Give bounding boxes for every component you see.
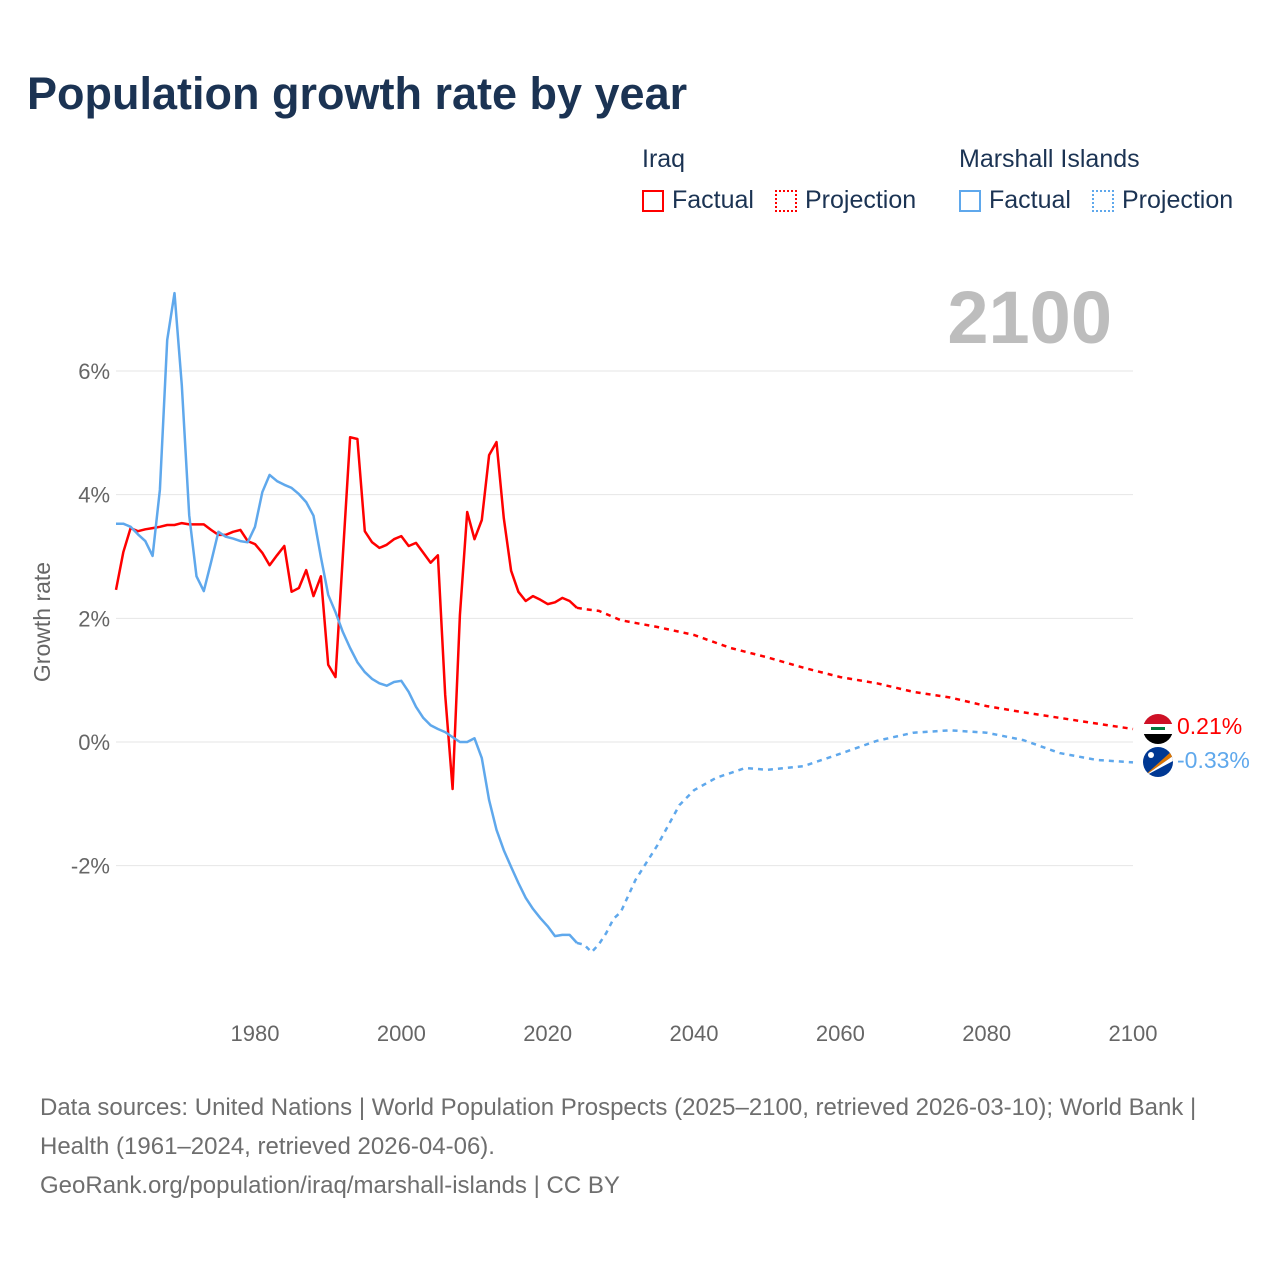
x-tick-label: 1980 bbox=[231, 1021, 280, 1046]
marshall-islands-flag-icon bbox=[1143, 747, 1173, 777]
y-tick-label: 2% bbox=[78, 606, 110, 631]
legend-swatch-dotted bbox=[775, 189, 797, 212]
legend-iraq-projection[interactable]: Projection bbox=[775, 186, 916, 215]
legend-swatch-dotted bbox=[1092, 189, 1114, 212]
legend-label: Projection bbox=[805, 186, 917, 214]
y-axis-title: Growth rate bbox=[29, 562, 55, 682]
y-tick-label: 6% bbox=[78, 359, 110, 384]
x-tick-label: 2100 bbox=[1109, 1021, 1158, 1046]
marshall-end-label: -0.33% bbox=[1177, 747, 1250, 773]
legend-swatch-solid bbox=[642, 189, 664, 212]
y-tick-label: -2% bbox=[71, 854, 110, 879]
footer: Data sources: United Nations | World Pop… bbox=[40, 1088, 1240, 1205]
marshall-islands-projection-line bbox=[576, 729, 1134, 955]
legend-iraq-factual[interactable]: Factual bbox=[642, 186, 754, 215]
y-tick-label: 0% bbox=[78, 730, 110, 755]
current-year-label: 2100 bbox=[947, 276, 1112, 359]
legend-swatch-solid bbox=[959, 189, 981, 212]
x-tick-label: 2020 bbox=[523, 1021, 572, 1046]
legend-marshall-projection[interactable]: Projection bbox=[1092, 186, 1233, 215]
iraq-flag-icon bbox=[1143, 714, 1173, 744]
x-tick-label: 2080 bbox=[962, 1021, 1011, 1046]
data-sources: Data sources: United Nations | World Pop… bbox=[40, 1094, 1197, 1160]
legend-group-iraq: Iraq bbox=[642, 145, 686, 173]
x-tick-label: 2000 bbox=[377, 1021, 426, 1046]
y-tick-label: 4% bbox=[78, 483, 110, 508]
iraq-projection-line bbox=[576, 606, 1134, 731]
marshall-islands-factual-line bbox=[116, 291, 578, 944]
iraq-factual-line bbox=[114, 435, 578, 791]
iraq-end-label: 0.21% bbox=[1177, 713, 1242, 739]
credit-link[interactable]: GeoRank.org/population/iraq/marshall-isl… bbox=[40, 1172, 620, 1199]
legend-label: Projection bbox=[1122, 186, 1234, 214]
x-tick-label: 2040 bbox=[670, 1021, 719, 1046]
x-tick-label: 2060 bbox=[816, 1021, 865, 1046]
legend-group-marshall-islands: Marshall Islands bbox=[959, 145, 1140, 173]
legend-label: Factual bbox=[672, 186, 754, 214]
legend-marshall-factual[interactable]: Factual bbox=[959, 186, 1071, 215]
chart-title: Population growth rate by year bbox=[27, 68, 688, 119]
legend-label: Factual bbox=[989, 186, 1071, 214]
